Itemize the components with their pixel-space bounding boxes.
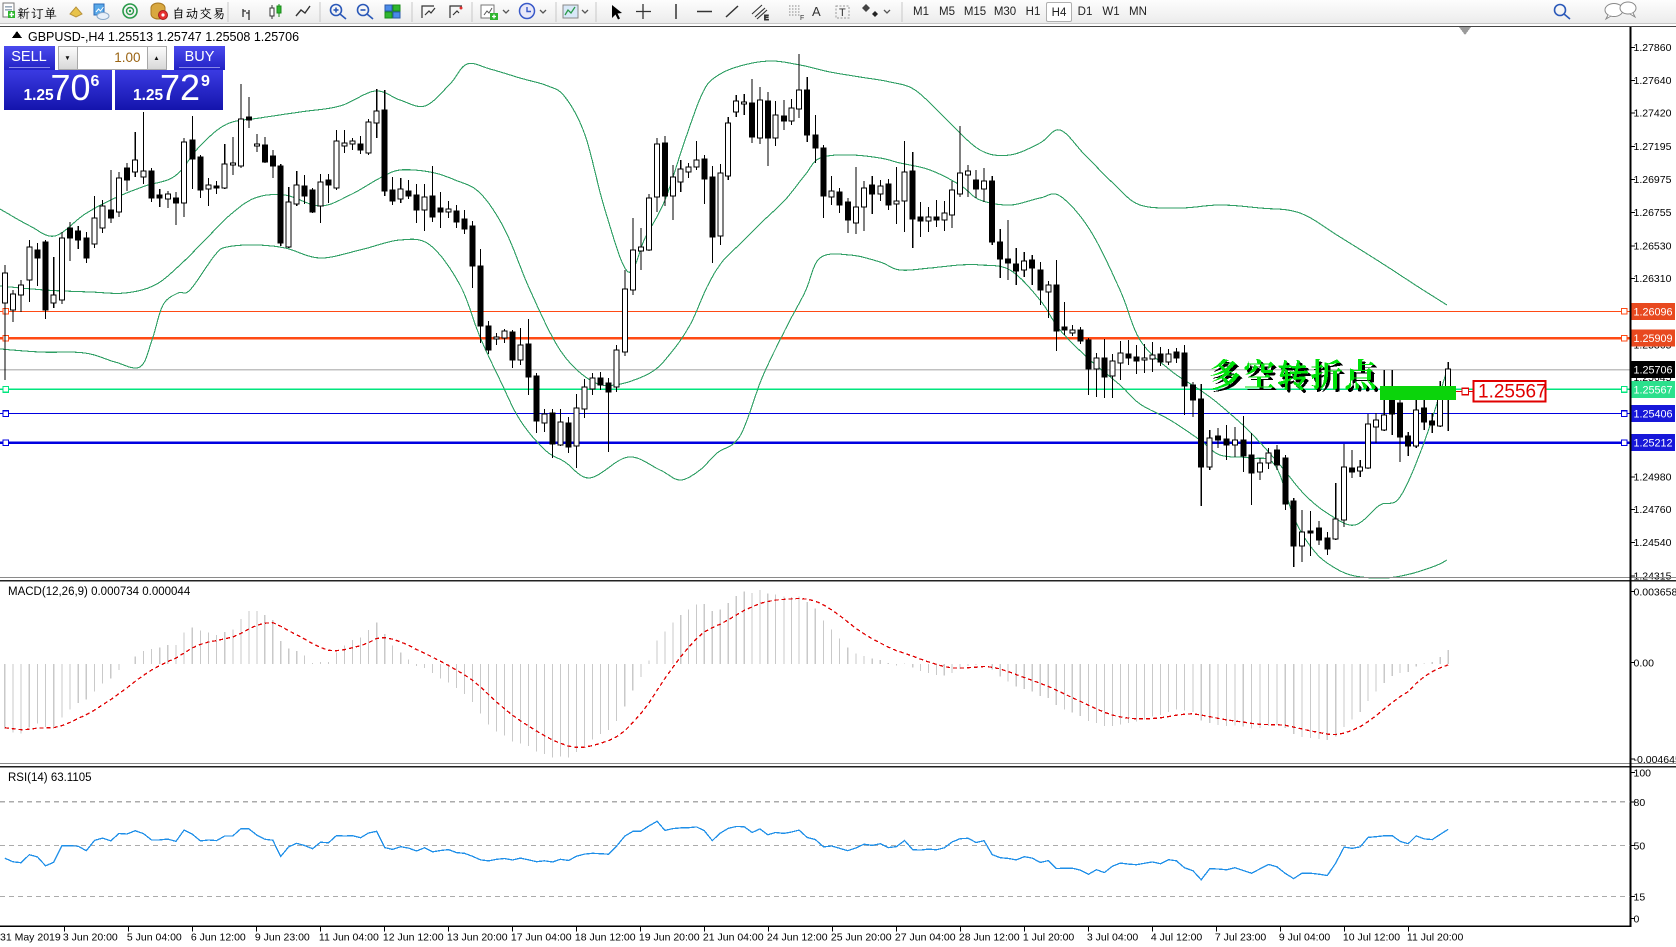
svg-text:1.25909: 1.25909 bbox=[1634, 333, 1673, 345]
svg-text:1.25212: 1.25212 bbox=[1634, 438, 1673, 450]
svg-text:F: F bbox=[800, 15, 804, 22]
svg-text:1.25706: 1.25706 bbox=[1634, 365, 1673, 377]
svg-text:E: E bbox=[764, 15, 769, 22]
svg-text:1.25406: 1.25406 bbox=[1634, 409, 1673, 421]
svg-text:100: 100 bbox=[1634, 768, 1652, 780]
svg-text:1.27860: 1.27860 bbox=[1634, 42, 1672, 54]
svg-text:1.25567: 1.25567 bbox=[1478, 382, 1547, 403]
svg-text:13 Jun 20:00: 13 Jun 20:00 bbox=[447, 932, 508, 944]
svg-text:0.00: 0.00 bbox=[1634, 658, 1655, 670]
svg-text:-0.004645: -0.004645 bbox=[1634, 754, 1676, 766]
svg-text:31 May 2019: 31 May 2019 bbox=[0, 932, 61, 944]
svg-text:3 Jun 20:00: 3 Jun 20:00 bbox=[63, 932, 118, 944]
svg-text:3 Jul 04:00: 3 Jul 04:00 bbox=[1087, 932, 1139, 944]
svg-text:1.24760: 1.24760 bbox=[1634, 504, 1672, 516]
svg-text:11 Jul 20:00: 11 Jul 20:00 bbox=[1407, 932, 1464, 944]
svg-text:25 Jun 20:00: 25 Jun 20:00 bbox=[831, 932, 892, 944]
svg-text:1.26975: 1.26975 bbox=[1634, 174, 1672, 186]
svg-text:GBPUSD-,H4 1.25513 1.25747 1.: GBPUSD-,H4 1.25513 1.25747 1.25508 1.257… bbox=[28, 30, 299, 44]
svg-text:1.24540: 1.24540 bbox=[1634, 537, 1672, 549]
svg-text:21 Jun 04:00: 21 Jun 04:00 bbox=[703, 932, 764, 944]
svg-text:1.27420: 1.27420 bbox=[1634, 108, 1672, 120]
svg-text:18 Jun 12:00: 18 Jun 12:00 bbox=[575, 932, 636, 944]
svg-text:28 Jun 12:00: 28 Jun 12:00 bbox=[959, 932, 1020, 944]
svg-text:4 Jul 12:00: 4 Jul 12:00 bbox=[1151, 932, 1203, 944]
svg-text:12 Jun 12:00: 12 Jun 12:00 bbox=[383, 932, 444, 944]
svg-text:7 Jul 23:00: 7 Jul 23:00 bbox=[1215, 932, 1267, 944]
svg-text:11 Jun 04:00: 11 Jun 04:00 bbox=[319, 932, 379, 944]
svg-text:5 Jun 04:00: 5 Jun 04:00 bbox=[127, 932, 182, 944]
svg-text:MACD(12,26,9) 0.000734 0.00004: MACD(12,26,9) 0.000734 0.000044 bbox=[8, 586, 191, 598]
svg-text:1.27195: 1.27195 bbox=[1634, 141, 1672, 153]
svg-text:1.26310: 1.26310 bbox=[1634, 273, 1672, 285]
svg-text:15: 15 bbox=[1634, 892, 1646, 904]
svg-text:9 Jun 23:00: 9 Jun 23:00 bbox=[255, 932, 310, 944]
svg-text:A: A bbox=[812, 4, 821, 19]
svg-text:50: 50 bbox=[1634, 841, 1646, 853]
svg-text:T: T bbox=[839, 7, 846, 19]
svg-text:1 Jul 20:00: 1 Jul 20:00 bbox=[1023, 932, 1075, 944]
svg-text:27 Jun 04:00: 27 Jun 04:00 bbox=[895, 932, 956, 944]
svg-text:6 Jun 12:00: 6 Jun 12:00 bbox=[191, 932, 246, 944]
svg-text:1.25567: 1.25567 bbox=[1634, 384, 1673, 396]
svg-text:80: 80 bbox=[1634, 797, 1646, 809]
svg-text:0: 0 bbox=[1634, 913, 1640, 925]
svg-text:17 Jun 04:00: 17 Jun 04:00 bbox=[511, 932, 572, 944]
svg-text:24 Jun 12:00: 24 Jun 12:00 bbox=[767, 932, 828, 944]
svg-text:1.26530: 1.26530 bbox=[1634, 240, 1672, 252]
svg-text:1.26755: 1.26755 bbox=[1634, 207, 1672, 219]
svg-text:19 Jun 20:00: 19 Jun 20:00 bbox=[639, 932, 700, 944]
svg-text:10 Jul 12:00: 10 Jul 12:00 bbox=[1343, 932, 1400, 944]
svg-text:1.24980: 1.24980 bbox=[1634, 471, 1672, 483]
svg-text:RSI(14) 63.1105: RSI(14) 63.1105 bbox=[8, 772, 92, 784]
svg-text:1.27640: 1.27640 bbox=[1634, 75, 1672, 87]
svg-text:9 Jul 04:00: 9 Jul 04:00 bbox=[1279, 932, 1331, 944]
svg-text:1.26096: 1.26096 bbox=[1634, 306, 1673, 318]
svg-text:1.24315: 1.24315 bbox=[1634, 570, 1672, 582]
svg-text:0.003658: 0.003658 bbox=[1634, 587, 1676, 599]
